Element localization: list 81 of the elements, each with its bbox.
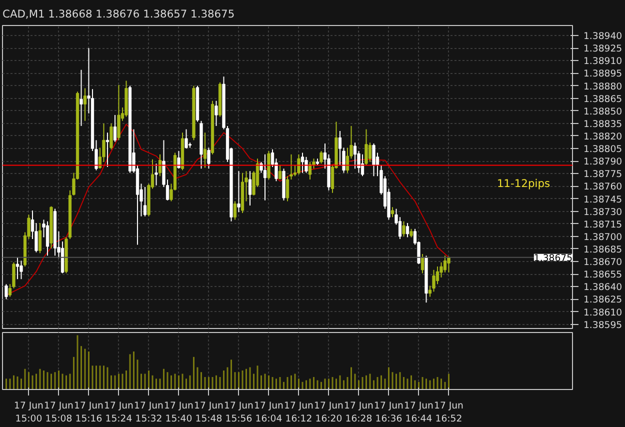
ref-line-label: 1.38675: [534, 252, 573, 264]
y-tick-label: 1.38895: [584, 68, 622, 80]
candlestick: [308, 161, 312, 180]
y-tick-label: 1.38850: [584, 106, 622, 118]
y-tick-label: 1.38640: [584, 282, 622, 294]
annotation: 11-12pips: [497, 176, 550, 190]
x-tick-label: 17 Jun 16:52: [434, 400, 464, 425]
candlestick: [16, 256, 20, 280]
candlestick: [46, 220, 50, 256]
y-tick-label: 1.38880: [584, 81, 622, 92]
candlestick: [154, 163, 158, 186]
y-tick-label: 1.38730: [584, 206, 622, 218]
candlestick: [117, 84, 120, 141]
candlestick: [248, 170, 252, 206]
y-tick-label: 1.38925: [584, 44, 622, 55]
candlestick: [214, 100, 218, 126]
y-tick-label: 1.38820: [584, 131, 622, 142]
x-tick-label: 17 Jun 15:24: [104, 400, 134, 425]
candlestick: [233, 200, 237, 220]
candlestick: [38, 222, 42, 254]
candlestick: [304, 156, 308, 174]
x-tick-label: 17 Jun 15:32: [134, 400, 164, 425]
y-tick-label: 1.38760: [584, 182, 622, 193]
candlestick: [110, 122, 113, 150]
y-tick-label: 1.38685: [584, 244, 622, 256]
x-tick-label: 17 Jun 15:00: [14, 400, 44, 425]
y-tick-label: 1.38700: [584, 232, 622, 243]
candlestick: [364, 128, 368, 166]
candlestick: [372, 143, 376, 177]
candlestick: [203, 132, 207, 168]
y-tick-label: 1.38610: [584, 307, 622, 318]
y-tick-label: 1.38670: [584, 257, 622, 268]
candlestick: [320, 150, 323, 164]
candlestick: [297, 154, 300, 175]
candlestick: [353, 142, 357, 170]
y-tick-label: 1.38910: [584, 56, 622, 68]
candlestick: [106, 132, 110, 168]
y-tick-label: 1.38865: [584, 94, 622, 105]
x-tick-label: 17 Jun 16:44: [404, 400, 434, 425]
candlestick: [237, 170, 240, 213]
candlestick: [143, 186, 147, 217]
candlestick: [286, 176, 290, 202]
candlestick: [4, 284, 8, 300]
y-tick-label: 1.38805: [584, 144, 622, 156]
candlestick: [447, 256, 450, 273]
candlestick: [207, 147, 210, 170]
candlestick: [83, 88, 87, 122]
candlestick: [402, 220, 406, 237]
y-tick-label: 1.38835: [584, 118, 622, 130]
candlestick: [20, 260, 23, 280]
y-tick-label: 1.38745: [584, 194, 622, 206]
x-tick-label: 17 Jun 15:48: [194, 400, 224, 425]
candlestick: [406, 222, 410, 238]
candlestick: [113, 114, 117, 142]
candlestick: [278, 164, 282, 180]
y-tick-label: 1.38940: [584, 31, 622, 42]
candlestick: [300, 152, 304, 174]
x-tick-label: 17 Jun 16:04: [254, 400, 284, 425]
candlestick: [432, 269, 436, 292]
y-tick-label: 1.38655: [584, 270, 622, 281]
x-tick-label: 17 Jun 15:40: [164, 400, 194, 425]
x-tick-label: 17 Jun 16:12: [284, 400, 314, 425]
chart-title: CAD,M1 1.38668 1.38676 1.38657 1.38675: [2, 8, 235, 20]
candlestick: [390, 206, 394, 218]
candlestick: [184, 128, 188, 150]
x-tick-label: 17 Jun 15:08: [44, 400, 74, 425]
y-tick-label: 1.38625: [584, 294, 622, 306]
y-tick-label: 1.38775: [584, 169, 622, 180]
candlestick: [346, 147, 350, 174]
y-tick-label: 1.38595: [584, 320, 622, 331]
x-tick-label: 17 Jun 16:20: [314, 400, 344, 425]
candlestick: [80, 69, 83, 126]
candlestick: [177, 150, 180, 170]
x-tick-label: 17 Jun 15:16: [74, 400, 104, 425]
candlestick: [368, 142, 372, 162]
y-tick-label: 1.38715: [584, 219, 622, 230]
y-tick-label: 1.38790: [584, 156, 622, 168]
x-tick-label: 17 Jun 15:56: [224, 400, 254, 425]
x-tick-label: 17 Jun 16:28: [344, 400, 374, 425]
candlestick: [263, 154, 267, 201]
x-tick-label: 17 Jun 16:36: [374, 400, 404, 425]
